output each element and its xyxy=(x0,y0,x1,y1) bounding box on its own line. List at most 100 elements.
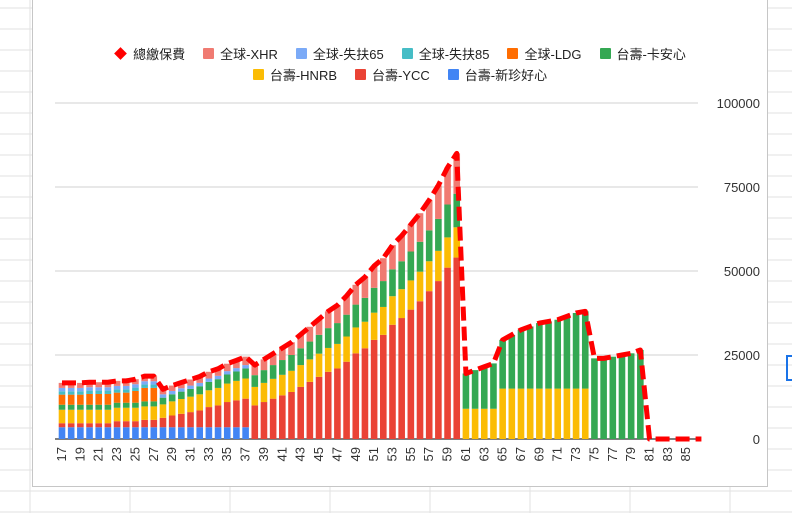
bar-segment xyxy=(104,423,112,428)
legend-label: 台壽-YCC xyxy=(372,68,430,83)
bar-segment xyxy=(104,427,112,439)
bar-segment xyxy=(297,386,304,439)
x-tick-label: 19 xyxy=(72,447,87,461)
bar-segment xyxy=(58,409,66,424)
bar-segment xyxy=(242,368,249,379)
bar-segment xyxy=(132,427,139,439)
bar-segment xyxy=(407,309,415,439)
legend-item[interactable]: 台壽-新珍好心 xyxy=(447,65,547,84)
legend-item[interactable]: 全球-XHR xyxy=(203,44,278,63)
bar-segment xyxy=(77,423,84,428)
legend-item[interactable]: 總繳保費 xyxy=(114,44,185,63)
x-tick-label: 21 xyxy=(91,447,106,461)
bar-segment xyxy=(187,388,194,397)
bar-segment xyxy=(361,297,369,322)
bar-segment xyxy=(315,353,323,377)
bar-segment xyxy=(425,261,433,292)
bar-segment xyxy=(517,329,525,389)
bar-segment xyxy=(196,394,203,411)
bar-segment xyxy=(132,387,139,391)
x-tick-label: 79 xyxy=(623,447,638,461)
bar-segment xyxy=(389,269,396,297)
bar-segment xyxy=(122,389,130,393)
bar-segment xyxy=(324,347,332,372)
legend-item[interactable]: 全球-LDG xyxy=(507,44,582,63)
bar-segment xyxy=(343,361,350,439)
bar-segment xyxy=(279,347,286,361)
y-tick-label: 0 xyxy=(753,432,760,447)
bar-segment xyxy=(352,284,360,305)
bar-segment xyxy=(269,353,277,366)
bar-segment xyxy=(563,388,571,439)
bar-segment xyxy=(361,277,369,298)
bar-segment xyxy=(205,427,213,439)
bar-segment xyxy=(77,404,84,410)
selected-cell-border xyxy=(786,355,792,381)
x-tick-label: 59 xyxy=(440,447,455,461)
bar-segment xyxy=(260,370,268,383)
bar-segment xyxy=(178,399,185,414)
bar-segment xyxy=(370,339,378,439)
x-tick-label: 39 xyxy=(256,447,271,461)
bar-segment xyxy=(389,324,396,439)
bar-segment xyxy=(536,323,543,389)
y-tick-label: 50000 xyxy=(724,264,760,279)
square-marker-icon xyxy=(355,69,367,80)
bar-segment xyxy=(187,427,194,439)
bar-segment xyxy=(324,328,332,348)
bar-segment xyxy=(416,213,424,242)
bar-segment xyxy=(627,353,635,439)
bar-segment xyxy=(159,404,167,418)
bar-segment xyxy=(205,390,213,408)
bar-segment xyxy=(251,375,259,387)
bar-segment xyxy=(141,401,148,407)
bar-segment xyxy=(58,423,66,428)
bar-segment xyxy=(168,427,176,439)
x-tick-label: 85 xyxy=(678,447,693,461)
bar-segment xyxy=(150,381,158,385)
legend-item[interactable]: 台壽-卡安心 xyxy=(599,44,686,63)
bar-segment xyxy=(113,392,121,403)
bar-segment xyxy=(279,395,286,439)
bar-segment xyxy=(251,386,259,406)
bar-segment xyxy=(306,359,314,382)
bar-segment xyxy=(141,427,148,439)
bar-segment xyxy=(361,348,369,439)
x-tick-label: 55 xyxy=(403,447,418,461)
bar-segment xyxy=(223,374,231,384)
bar-segment xyxy=(86,387,93,391)
legend-item[interactable]: 全球-失扶65 xyxy=(295,44,384,63)
bar-segment xyxy=(113,427,121,439)
legend-item[interactable]: 台壽-YCC xyxy=(355,65,430,84)
square-marker-icon xyxy=(401,48,413,59)
bar-segment xyxy=(398,289,405,319)
bar-segment xyxy=(334,343,341,369)
bar-segment xyxy=(223,427,231,439)
bar-segment xyxy=(444,267,451,439)
bar-segment xyxy=(77,427,84,439)
legend-item[interactable]: 台壽-HNRB xyxy=(252,65,337,84)
x-tick-label: 51 xyxy=(366,447,381,461)
bar-segment xyxy=(545,321,552,389)
bar-segment xyxy=(480,408,488,439)
bar-segment xyxy=(141,384,148,388)
bar-segment xyxy=(370,312,378,340)
bar-segment xyxy=(67,423,75,428)
bar-segment xyxy=(490,408,497,439)
bar-segment xyxy=(205,371,213,379)
bar-segment xyxy=(67,409,75,424)
bar-segment xyxy=(508,334,516,389)
bar-segment xyxy=(104,409,112,424)
legend-item[interactable]: 全球-失扶85 xyxy=(401,44,489,63)
x-tick-label: 47 xyxy=(329,447,344,461)
bar-segment xyxy=(233,360,240,369)
bar-segment xyxy=(563,316,571,389)
bar-segment xyxy=(58,427,66,439)
bar-segment xyxy=(113,407,121,422)
x-tick-label: 57 xyxy=(421,447,436,461)
legend-label: 全球-XHR xyxy=(220,47,278,62)
bar-segment xyxy=(609,356,617,439)
x-tick-label: 27 xyxy=(146,447,161,461)
x-tick-label: 23 xyxy=(109,447,124,461)
